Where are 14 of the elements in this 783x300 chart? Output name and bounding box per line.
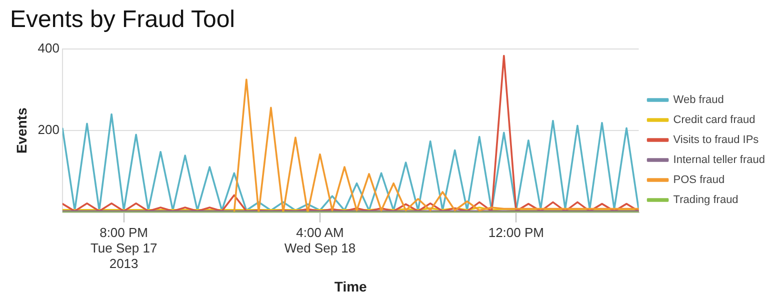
legend-label: POS fraud bbox=[673, 174, 725, 186]
x-tick-label: 4:00 AM Wed Sep 18 bbox=[284, 224, 356, 256]
y-tick-label: 400 bbox=[38, 40, 60, 56]
chart-title: Events by Fraud Tool bbox=[10, 6, 236, 34]
x-tick-label: 8:00 PM Tue Sep 17 2013 bbox=[90, 224, 158, 271]
y-axis-title: Events bbox=[13, 107, 30, 154]
x-tick-label: 12:00 PM bbox=[488, 224, 544, 240]
legend-label: Internal teller fraud bbox=[673, 154, 765, 166]
legend-label: Trading fraud bbox=[673, 194, 738, 206]
legend-label: Visits to fraud IPs bbox=[673, 134, 760, 146]
x-axis-title: Time bbox=[334, 278, 368, 294]
y-tick-label: 200 bbox=[38, 122, 60, 138]
legend-label: Credit card fraud bbox=[673, 114, 756, 126]
legend-label: Web fraud bbox=[673, 94, 724, 106]
